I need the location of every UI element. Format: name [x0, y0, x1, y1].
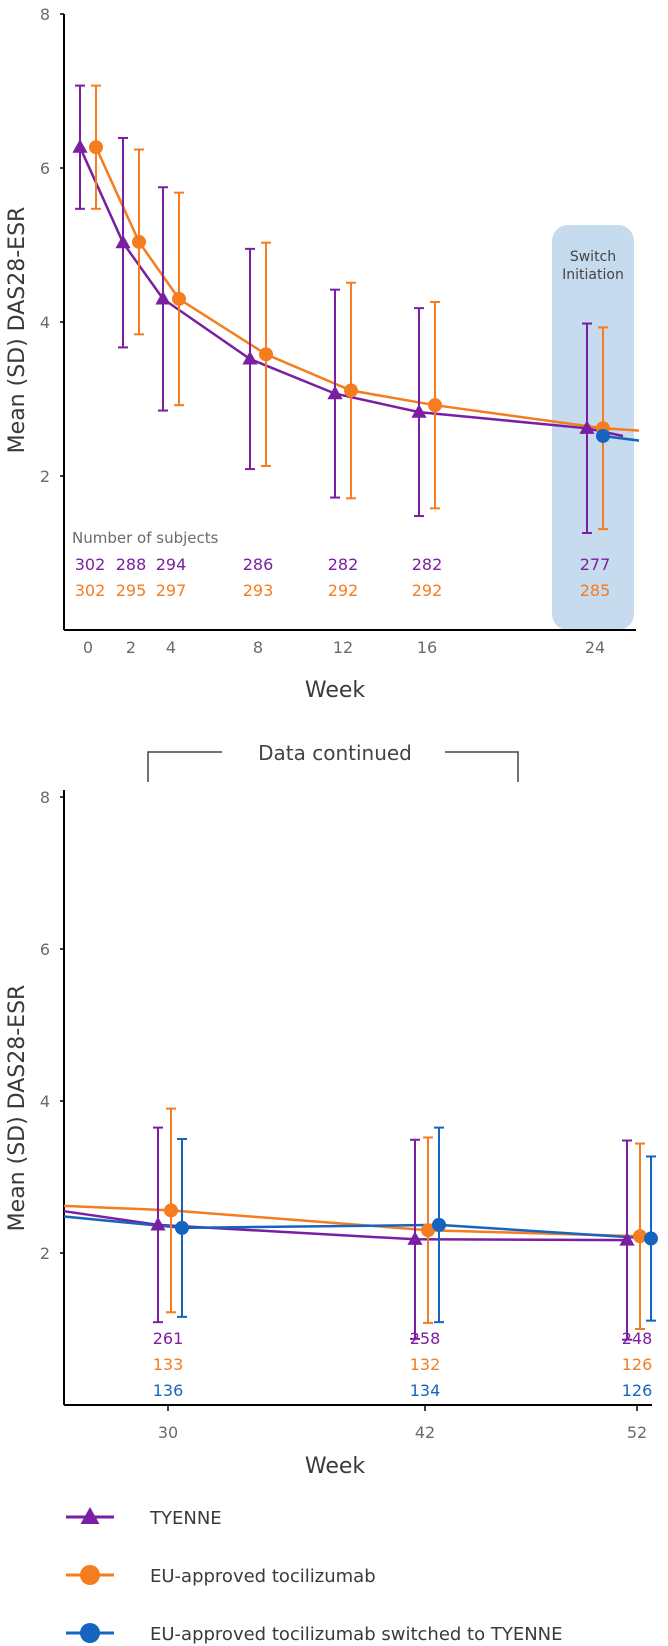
- top-subject-count: 286: [243, 555, 274, 574]
- switch-label-line1: Switch: [570, 249, 616, 265]
- bottom-point-triangle: [407, 1231, 423, 1245]
- top-x-tick-label: 0: [83, 638, 93, 657]
- top-point-circle: [344, 383, 358, 398]
- bottom-chart: 2 4 6 8 Mean (SD) DAS28-ESR 30 42 52 Week 261…: [5, 788, 658, 1479]
- top-point-circle: [89, 140, 103, 155]
- top-subject-count: 302: [75, 555, 106, 574]
- top-x-tick-label: 2: [126, 638, 136, 657]
- top-subject-count: 292: [328, 581, 359, 600]
- data-continued-label: Data continued: [258, 741, 412, 765]
- top-subject-count: 292: [412, 581, 443, 600]
- bottom-subject-count: 134: [410, 1381, 441, 1400]
- bottom-point-triangle: [619, 1232, 635, 1246]
- top-series-line-0: [78, 146, 624, 438]
- bottom-y-axis-title: Mean (SD) DAS28-ESR: [5, 985, 30, 1232]
- top-x-tick-label: 24: [585, 638, 605, 657]
- top-x-axis-title: Week: [305, 678, 366, 703]
- top-point-triangle: [72, 139, 88, 153]
- top-subject-count: 288: [116, 555, 147, 574]
- top-subject-count: 282: [412, 555, 443, 574]
- bottom-point-circle: [164, 1203, 178, 1218]
- bottom-y-tick-label: 8: [40, 788, 50, 807]
- bottom-series-line-1: [63, 1204, 641, 1238]
- top-subject-count: 302: [75, 581, 106, 600]
- bottom-y-tick-label: 4: [40, 1092, 50, 1111]
- top-x-tick-label: 12: [333, 638, 353, 657]
- bottom-point-circle: [633, 1229, 647, 1244]
- legend-label: EU-approved tocilizumab switched to TYEN…: [150, 1624, 563, 1645]
- bottom-y-tick-label: 6: [40, 940, 50, 959]
- bottom-subject-count: 126: [622, 1355, 653, 1374]
- switch-label-line2: Initiation: [562, 267, 624, 283]
- bottom-series-line-2: [63, 1215, 652, 1240]
- top-y-tick-label: 4: [40, 313, 50, 332]
- top-subject-count: 282: [328, 555, 359, 574]
- top-subject-count: 295: [116, 581, 147, 600]
- top-subject-count: 285: [580, 581, 611, 600]
- legend-label: TYENNE: [149, 1508, 222, 1529]
- top-point-triangle: [579, 420, 595, 434]
- top-point-triangle: [242, 350, 258, 365]
- bracket-left: [147, 751, 222, 782]
- bottom-point-circle: [175, 1220, 189, 1235]
- top-point-circle: [259, 347, 273, 362]
- bottom-point-circle: [644, 1231, 658, 1246]
- bottom-x-axis-title: Week: [305, 1454, 366, 1479]
- top-subject-count: 293: [243, 581, 274, 600]
- bottom-x-tick-label: 52: [627, 1423, 647, 1442]
- legend-circle-marker: [80, 1623, 100, 1643]
- top-y-axis-title: Mean (SD) DAS28-ESR: [5, 207, 30, 454]
- bottom-point-circle: [421, 1223, 435, 1238]
- data-continued-bracket: Data continued: [147, 741, 519, 782]
- bottom-x-tick-label: 42: [415, 1423, 435, 1442]
- bottom-series-line-0: [63, 1209, 628, 1242]
- bottom-y-tick-label: 2: [40, 1244, 50, 1263]
- top-y-tick-label: 6: [40, 159, 50, 178]
- bottom-subject-count: 126: [622, 1381, 653, 1400]
- bottom-point-circle: [432, 1217, 446, 1232]
- top-y-tick-label: 2: [40, 467, 50, 486]
- bottom-subject-count: 248: [622, 1329, 653, 1348]
- top-point-circle: [428, 398, 442, 413]
- top-subject-count: 277: [580, 555, 611, 574]
- top-point-circle: [172, 291, 186, 306]
- bottom-point-triangle: [150, 1216, 166, 1231]
- bottom-subject-count: 133: [153, 1355, 184, 1374]
- top-point-triangle: [155, 290, 171, 305]
- top-subject-count: 294: [156, 555, 187, 574]
- top-subject-count: 297: [156, 581, 187, 600]
- legend-label: EU-approved tocilizumab: [150, 1566, 376, 1587]
- top-point-triangle: [327, 385, 343, 400]
- bottom-x-tick-label: 30: [158, 1423, 178, 1442]
- top-point-circle: [132, 234, 146, 249]
- top-point-triangle: [115, 234, 131, 249]
- number-of-subjects-title: Number of subjects: [72, 529, 219, 547]
- bottom-subject-count: 136: [153, 1381, 184, 1400]
- legend-triangle-marker: [80, 1507, 100, 1524]
- top-point-switched: [596, 428, 610, 443]
- top-x-tick-label: 16: [417, 638, 437, 657]
- top-x-tick-label: 4: [166, 638, 176, 657]
- legend: TYENNE EU-approved tocilizumab EU-approved…: [66, 1507, 563, 1645]
- top-point-triangle: [411, 404, 427, 418]
- bottom-subject-count: 261: [153, 1329, 184, 1348]
- bottom-subject-count: 258: [410, 1329, 441, 1348]
- bottom-subject-count: 132: [410, 1355, 441, 1374]
- top-series-line-1: [94, 146, 640, 432]
- legend-circle-marker: [80, 1565, 100, 1585]
- top-y-tick-label: 8: [40, 5, 50, 24]
- bracket-right: [445, 751, 519, 782]
- top-x-tick-label: 8: [253, 638, 263, 657]
